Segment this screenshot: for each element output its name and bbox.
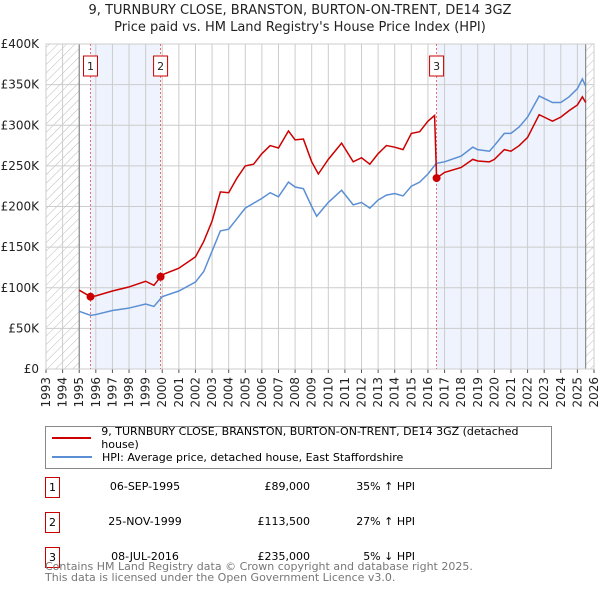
y-tick-label: £100K xyxy=(1,281,41,295)
x-tick-label: 1994 xyxy=(56,377,70,408)
footer: Contains HM Land Registry data © Crown c… xyxy=(45,561,473,583)
y-tick-label: £250K xyxy=(1,159,41,173)
x-tick-label: 2010 xyxy=(321,377,335,408)
sale-marker-label: 3 xyxy=(433,60,440,73)
y-tick-label: £350K xyxy=(1,78,41,92)
x-tick-label: 2008 xyxy=(288,377,302,408)
legend-item-hpi: HPI: Average price, detached house, East… xyxy=(52,449,403,465)
plot-border xyxy=(45,43,595,370)
y-tick-label: £200K xyxy=(1,200,41,214)
x-tick-label: 2000 xyxy=(155,377,169,408)
hpi-line xyxy=(78,77,587,317)
legend-label: HPI: Average price, detached house, East… xyxy=(102,450,404,464)
x-tick-label: 1998 xyxy=(122,377,136,408)
x-tick-label: 2015 xyxy=(404,377,418,408)
red-line-swatch xyxy=(52,437,92,439)
x-tick-label: 2006 xyxy=(255,377,269,408)
sale-marker-box xyxy=(83,55,99,77)
legend-label: 9, TURNBURY CLOSE, BRANSTON, BURTON-ON-T… xyxy=(101,425,519,451)
x-tick-label: 2020 xyxy=(487,377,501,408)
sale-marker-label: 3 xyxy=(45,547,60,568)
footer-line: This data is licensed under the Open Gov… xyxy=(45,571,396,584)
sale-marker-label: 2 xyxy=(45,512,60,533)
property-price-line xyxy=(78,95,587,298)
sale-hpi-diff: 5% ↓ HPI xyxy=(363,550,415,563)
sale-marker-box xyxy=(153,55,169,77)
sale-marker-label: 2 xyxy=(157,60,164,73)
sale-marker-box xyxy=(429,55,445,77)
x-tick-label: 2024 xyxy=(554,377,568,408)
x-tick-label: 1999 xyxy=(139,377,153,408)
x-tick-label: 2025 xyxy=(570,377,584,408)
sale-hpi-diff: 35% ↑ HPI xyxy=(356,480,415,493)
y-tick-label: £0 xyxy=(24,362,39,376)
x-tick-label: 2013 xyxy=(371,377,385,408)
legend: 9, TURNBURY CLOSE, BRANSTON, BURTON-ON-T… xyxy=(45,425,552,469)
sale-date: 08-JUL-2016 xyxy=(111,550,179,563)
x-tick-label: 2021 xyxy=(504,377,518,408)
sale-row: 3 08-JUL-2016 £235,000 5% ↓ HPI xyxy=(45,547,445,568)
sale-price: £113,500 xyxy=(257,515,311,528)
sale-price: £89,000 xyxy=(264,480,311,493)
x-tick-label: 1993 xyxy=(39,377,53,408)
sale-price: £235,000 xyxy=(257,550,311,563)
x-tick-label: 2023 xyxy=(537,377,551,408)
sale-hpi-diff: 27% ↑ HPI xyxy=(356,515,415,528)
x-tick-label: 2026 xyxy=(587,377,600,408)
sale-marker-label: 1 xyxy=(45,477,60,498)
chart-title: 9, TURNBURY CLOSE, BRANSTON, BURTON-ON-T… xyxy=(88,3,512,18)
x-tick-label: 2007 xyxy=(271,377,285,408)
x-tick-label: 1996 xyxy=(89,377,103,408)
x-tick-label: 2012 xyxy=(355,377,369,408)
x-tick-label: 2003 xyxy=(205,377,219,408)
sale-date: 06-SEP-1995 xyxy=(109,480,181,493)
footer-line: Contains HM Land Registry data © Crown c… xyxy=(45,560,473,573)
blue-line-swatch xyxy=(52,456,92,458)
sale-date: 25-NOV-1999 xyxy=(108,515,182,528)
y-tick-label: £150K xyxy=(1,240,41,254)
legend-item-property: 9, TURNBURY CLOSE, BRANSTON, BURTON-ON-T… xyxy=(52,425,551,451)
x-tick-label: 2019 xyxy=(471,377,485,408)
price-chart: 1993 1994 1995 1996 1997 1998 1999 2000 2001 2002… xyxy=(1,37,600,408)
sale-point xyxy=(156,272,165,281)
sale-point xyxy=(86,292,95,301)
chart-subtitle: Price paid vs. HM Land Registry's House … xyxy=(114,20,486,35)
x-tick-label: 2014 xyxy=(388,377,402,408)
sale-row: 2 25-NOV-1999 £113,500 27% ↑ HPI xyxy=(45,512,445,533)
x-tick-label: 2017 xyxy=(438,377,452,408)
y-tick-label: £400K xyxy=(1,37,41,51)
x-tick-label: 2005 xyxy=(238,377,252,408)
sale-row: 1 06-SEP-1995 £89,000 35% ↑ HPI xyxy=(45,477,445,498)
x-tick-label: 2002 xyxy=(188,377,202,408)
sale-point xyxy=(432,174,441,183)
x-tick-label: 2018 xyxy=(454,377,468,408)
sale-marker-label: 1 xyxy=(87,60,94,73)
x-tick-label: 1995 xyxy=(72,377,86,408)
x-tick-label: 1997 xyxy=(105,377,119,408)
x-tick-label: 2004 xyxy=(222,377,236,408)
x-tick-label: 2009 xyxy=(305,377,319,408)
y-tick-label: £300K xyxy=(1,118,41,132)
x-tick-label: 2001 xyxy=(172,377,186,408)
x-tick-label: 2022 xyxy=(521,377,535,408)
x-tick-label: 2016 xyxy=(421,377,435,408)
y-tick-label: £50K xyxy=(8,321,40,335)
x-tick-label: 2011 xyxy=(338,377,352,408)
